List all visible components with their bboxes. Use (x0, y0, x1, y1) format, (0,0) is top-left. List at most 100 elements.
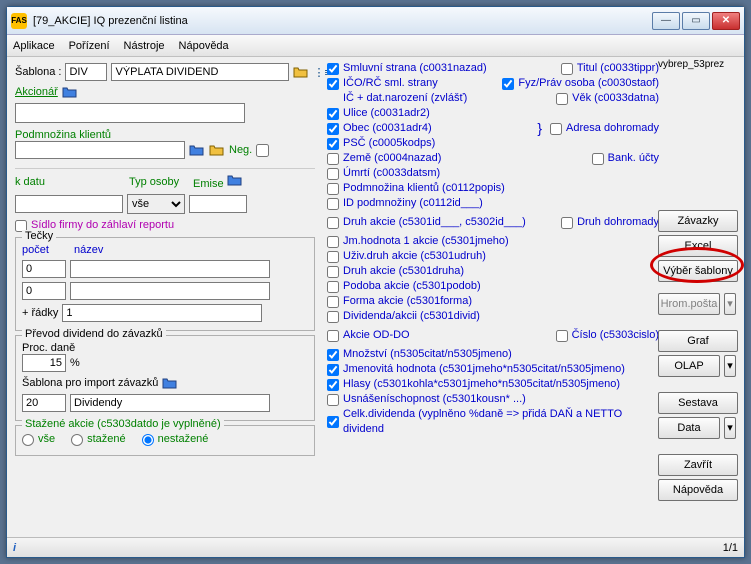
olap-dropdown[interactable]: ▾ (724, 355, 736, 377)
podmnozina-label: Podmnožina klientů (15, 129, 111, 141)
field-checkbox[interactable] (327, 266, 339, 278)
sablona-name-input[interactable] (111, 63, 289, 81)
podmnozina-input[interactable] (15, 141, 185, 159)
window-title: [79_AKCIE] IQ prezenční listina (33, 15, 652, 27)
napoveda-button[interactable]: Nápověda (658, 479, 738, 501)
neg-checkbox[interactable] (256, 144, 269, 157)
field-checkbox[interactable] (327, 183, 339, 195)
podmnozina-open-icon[interactable] (189, 143, 205, 157)
field-aux-checkbox[interactable] (561, 63, 573, 75)
emise-folder-icon[interactable] (227, 173, 243, 187)
hromposta-button[interactable]: Hrom.pošta (658, 293, 720, 315)
field-checkbox[interactable] (327, 364, 339, 376)
field-checkbox[interactable] (327, 138, 339, 150)
field-checkbox[interactable] (327, 153, 339, 165)
sablona-import-code[interactable] (22, 394, 66, 412)
field-checkbox[interactable] (327, 311, 339, 323)
kdatu-input[interactable] (15, 195, 123, 213)
close-button[interactable]: ✕ (712, 12, 740, 30)
sablona-import-icon[interactable] (162, 376, 178, 390)
excel-button[interactable]: Excel (658, 235, 738, 257)
akcionar-label[interactable]: Akcionář (15, 86, 58, 98)
tecky-pocet2[interactable] (22, 282, 66, 300)
sablona-code-input[interactable] (65, 63, 107, 81)
zavazky-button[interactable]: Závazky (658, 210, 738, 232)
field-row: Celk.dividenda (vyplněno %daně => přidá … (327, 407, 659, 437)
info-icon[interactable]: i (13, 542, 16, 554)
nazev-label: název (74, 244, 103, 256)
field-aux-checkbox[interactable] (550, 123, 562, 135)
kdatu-label: k datu (15, 176, 45, 188)
menu-porizeni[interactable]: Pořízení (69, 40, 110, 52)
radio-stazene[interactable] (71, 434, 83, 446)
field-aux-checkbox[interactable] (561, 217, 573, 229)
field-row: Úmrtí (c0033datsm) (327, 166, 659, 181)
field-checkbox[interactable] (327, 416, 339, 428)
field-row: Podoba akcie (c5301podob) (327, 279, 659, 294)
field-checkbox[interactable] (327, 251, 339, 263)
field-checkbox[interactable] (327, 168, 339, 180)
field-row: Druh akcie (c5301druha) (327, 264, 659, 279)
radky-label: + řádky (22, 307, 58, 319)
sablona-import-name[interactable] (70, 394, 270, 412)
field-checkbox[interactable] (327, 281, 339, 293)
data-dropdown[interactable]: ▾ (724, 417, 736, 439)
menu-nastroje[interactable]: Nástroje (124, 40, 165, 52)
data-button[interactable]: Data (658, 417, 720, 439)
sestava-button[interactable]: Sestava (658, 392, 738, 414)
field-aux-label: Fyz/Práv osoba (c0030staof) (518, 76, 659, 91)
field-label: Celk.dividenda (vyplněno %daně => přidá … (343, 407, 659, 437)
field-checkbox[interactable] (327, 63, 339, 75)
field-checkbox[interactable] (327, 296, 339, 308)
menu-aplikace[interactable]: Aplikace (13, 40, 55, 52)
field-label: PSČ (c0005kodps) (343, 136, 435, 151)
field-row: IČO/RČ sml. strany Fyz/Práv osoba (c0030… (327, 76, 659, 91)
field-checkbox[interactable] (327, 330, 339, 342)
field-aux-checkbox[interactable] (502, 78, 514, 90)
field-checkbox[interactable] (327, 394, 339, 406)
open-template-icon[interactable] (293, 65, 309, 79)
zavrit-button[interactable]: Zavřít (658, 454, 738, 476)
minimize-button[interactable]: — (652, 12, 680, 30)
tecky-nazev1[interactable] (70, 260, 270, 278)
field-label: Usnášeníschopnost (c5301kousn* ...) (343, 392, 526, 407)
vyber-button[interactable]: Výběr šablony (658, 260, 738, 282)
field-label: ID podmnožiny (c0112id___) (343, 196, 483, 211)
field-checkbox[interactable] (327, 123, 339, 135)
field-aux-checkbox[interactable] (592, 153, 604, 165)
podmnozina-folder-icon[interactable] (209, 143, 225, 157)
field-checkbox[interactable] (327, 198, 339, 210)
field-label: Druh akcie (c5301druha) (343, 264, 464, 279)
proc-input[interactable] (22, 354, 66, 372)
field-aux-checkbox[interactable] (556, 330, 568, 342)
field-label: Jmenovitá hodnota (c5301jmeho*n5305citat… (343, 362, 625, 377)
field-checkbox[interactable] (327, 236, 339, 248)
field-checkbox[interactable] (327, 379, 339, 391)
tecky-nazev2[interactable] (70, 282, 270, 300)
field-checkbox[interactable] (327, 78, 339, 90)
field-label: Množství (n5305citat/n5305jmeno) (343, 347, 512, 362)
field-checkbox[interactable] (327, 217, 339, 229)
proc-label: Proc. daně (22, 342, 308, 354)
tecky-pocet1[interactable] (22, 260, 66, 278)
field-label: IČ + dat.narození (zvlášť) (343, 91, 467, 106)
menu-napoveda[interactable]: Nápověda (179, 40, 229, 52)
olap-button[interactable]: OLAP (658, 355, 720, 377)
hromposta-dropdown[interactable]: ▾ (724, 293, 736, 315)
field-aux-checkbox[interactable] (556, 93, 568, 105)
field-checkbox[interactable] (327, 349, 339, 361)
radio-vse[interactable] (22, 434, 34, 446)
field-checkbox[interactable] (327, 108, 339, 120)
akcionar-folder-icon[interactable] (62, 85, 78, 99)
field-row: ID podmnožiny (c0112id___) (327, 196, 659, 211)
typosoby-select[interactable]: vše (127, 194, 185, 214)
field-row: Jmenovitá hodnota (c5301jmeho*n5305citat… (327, 362, 659, 377)
field-aux-label: Adresa dohromady (566, 121, 659, 136)
maximize-button[interactable]: ▭ (682, 12, 710, 30)
graf-button[interactable]: Graf (658, 330, 738, 352)
radky-input[interactable] (62, 304, 262, 322)
emise-input[interactable] (189, 195, 247, 213)
field-label: Podoba akcie (c5301podob) (343, 279, 481, 294)
radio-nestazene[interactable] (142, 434, 154, 446)
akcionar-input[interactable] (15, 103, 245, 123)
